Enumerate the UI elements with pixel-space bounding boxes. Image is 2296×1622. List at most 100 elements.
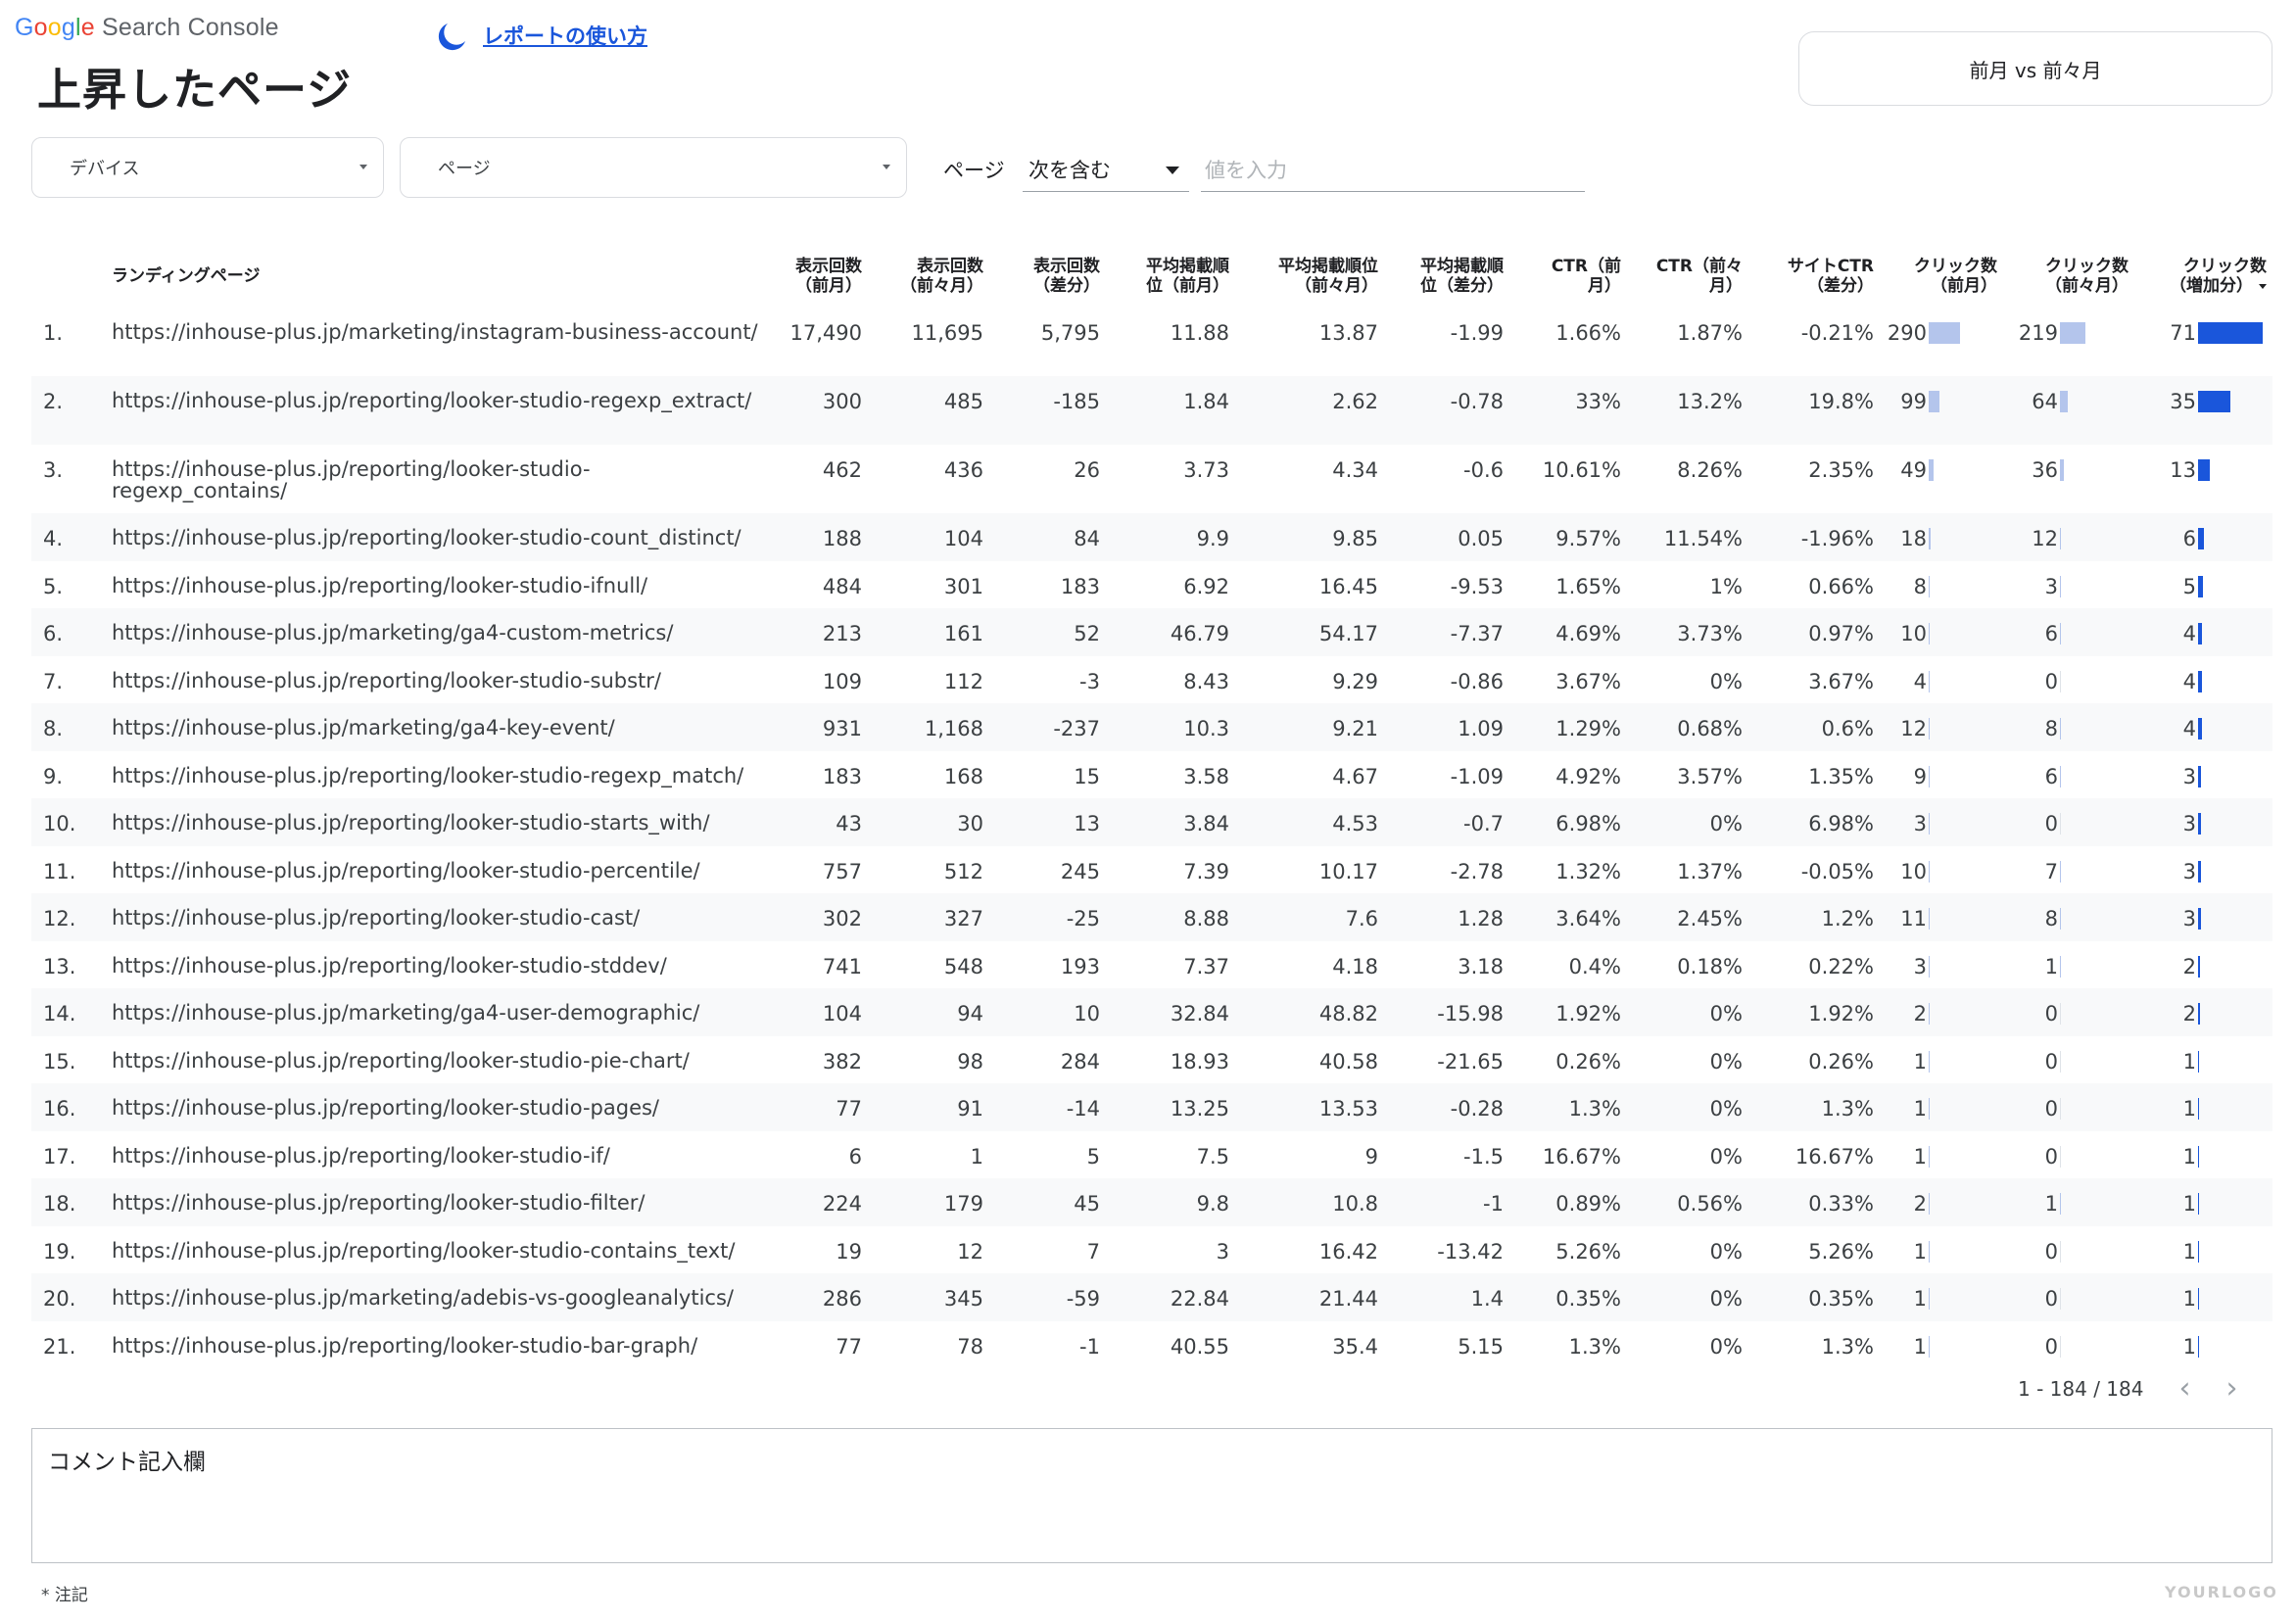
bar-cell: 0 [2009,1097,2129,1121]
table-row[interactable]: 14. https://inhouse-plus.jp/marketing/ga4… [31,988,2272,1036]
table-row[interactable]: 7. https://inhouse-plus.jp/reporting/look… [31,656,2272,704]
table-row[interactable]: 16. https://inhouse-plus.jp/reporting/loo… [31,1083,2272,1131]
table-row[interactable]: 17. https://inhouse-plus.jp/reporting/loo… [31,1131,2272,1179]
cell-imp-prev: 484 [822,574,862,598]
chevron-left-icon[interactable]: ‹ [2178,1371,2191,1406]
cell-imp-prev2: 548 [943,954,983,978]
data-bar [2198,391,2230,412]
cell-ctr-diff: -0.21% [1800,321,1874,345]
header-clk-prev[interactable]: クリック数 （前月） [1880,245,2003,308]
header-landing-page[interactable]: ランディングページ [112,266,261,286]
table-row[interactable]: 19. https://inhouse-plus.jp/reporting/loo… [31,1226,2272,1274]
cell-ctr-diff: 5.26% [1808,1239,1874,1264]
cell-imp-prev2: 11,695 [911,321,983,345]
header-imp-prev[interactable]: 表示回数 （前月） [766,245,868,308]
cell-imp-diff: 26 [1074,458,1100,482]
page-title: 上昇したページ [37,64,353,116]
cell-ctr-prev: 0.4% [1568,954,1621,978]
row-index: 20. [43,1287,76,1311]
table-row[interactable]: 15. https://inhouse-plus.jp/reporting/loo… [31,1036,2272,1084]
header-ctr-diff[interactable]: サイトCTR （差分） [1748,245,1880,308]
bar-cell: 3 [1886,812,1997,835]
header-clk-prev2[interactable]: クリック数 （前々月） [2003,245,2134,308]
cell-pos-prev: 18.93 [1170,1049,1229,1073]
cell-clk-prev: 10 [1880,608,2003,656]
header-pos-prev[interactable]: 平均掲載順 位（前月） [1106,245,1235,308]
filter-value-input[interactable] [1201,147,1585,192]
header-line: （増加分） [2170,276,2253,296]
cell-clk-prev2: 8 [2003,893,2134,941]
header-imp-prev2[interactable]: 表示回数 （前々月） [868,245,989,308]
bar-track [2198,765,2267,787]
comment-box[interactable]: コメント記入欄 [31,1428,2272,1563]
header-pos-diff[interactable]: 平均掲載順 位（差分） [1384,245,1509,308]
cell-clk-inc: 3 [2134,893,2272,941]
table-row[interactable]: 8. https://inhouse-plus.jp/marketing/ga4-… [31,703,2272,751]
report-guide-link[interactable]: レポートの使い方 [436,18,647,53]
bar-cell: 3 [1886,955,1997,978]
header-ctr-prev[interactable]: CTR（前 月） [1509,245,1627,308]
bar-cell: 13 [2140,458,2267,482]
table-row[interactable]: 9. https://inhouse-plus.jp/reporting/look… [31,751,2272,799]
bar-value: 7 [2044,859,2058,883]
row-index: 6. [43,622,64,645]
cell-imp-prev2: 327 [943,907,983,930]
landing-page-url: https://inhouse-plus.jp/reporting/looker… [112,1191,646,1215]
landing-page-url: https://inhouse-plus.jp/reporting/looker… [112,1096,660,1120]
table-row[interactable]: 18. https://inhouse-plus.jp/reporting/loo… [31,1178,2272,1226]
header-ctr-prev2[interactable]: CTR（前々 月） [1627,245,1748,308]
page-filter-dropdown[interactable]: ページ [400,137,907,198]
device-filter-dropdown[interactable]: デバイス [31,137,384,198]
bar-value: 1 [2044,954,2058,978]
bar-track [2060,575,2129,597]
landing-page-url: https://inhouse-plus.jp/reporting/looker… [112,763,744,787]
period-compare-button[interactable]: 前月 vs 前々月 [1798,31,2272,106]
bar-track [2198,1288,2267,1310]
chevron-right-icon[interactable]: › [2225,1371,2238,1406]
cell-pos-prev: 8.88 [1183,907,1229,930]
table-row[interactable]: 12. https://inhouse-plus.jp/reporting/loo… [31,893,2272,941]
bar-cell: 1 [1886,1240,1997,1264]
header-pos-prev2[interactable]: 平均掲載順位 （前々月） [1235,245,1384,308]
bar-cell: 4 [2140,622,2267,645]
cell-ctr-diff: 0.97% [1808,622,1874,645]
bar-track [2060,623,2129,644]
page-filter-label: ページ [438,159,491,179]
cell-clk-inc: 35 [2134,376,2272,445]
bar-cell: 3 [2140,907,2267,930]
bar-cell: 290 [1886,321,1997,345]
cell-clk-prev: 18 [1880,513,2003,561]
row-index: 18. [43,1192,76,1216]
cell-ctr-prev2: 1.37% [1677,859,1743,883]
table-row[interactable]: 1. https://inhouse-plus.jp/marketing/inst… [31,308,2272,376]
bar-value: 36 [2032,458,2058,482]
cell-clk-inc: 1 [2134,1226,2272,1274]
bar-cell: 1 [2140,1335,2267,1359]
cell-ctr-prev2: 0.18% [1677,954,1743,978]
header-line: 位（差分） [1420,276,1504,296]
table-row[interactable]: 3. https://inhouse-plus.jp/reporting/look… [31,445,2272,513]
cell-imp-prev2: 1 [970,1144,983,1169]
landing-page-url: https://inhouse-plus.jp/reporting/looker… [112,1238,736,1263]
header-clk-inc[interactable]: クリック数 （増加分） [2134,245,2272,308]
cell-clk-prev2: 1 [2003,1178,2134,1226]
table-row[interactable]: 20. https://inhouse-plus.jp/marketing/ade… [31,1273,2272,1321]
cell-clk-inc: 1 [2134,1178,2272,1226]
table-row[interactable]: 10. https://inhouse-plus.jp/reporting/loo… [31,798,2272,846]
cell-pos-prev2: 54.17 [1318,622,1378,645]
table-row[interactable]: 13. https://inhouse-plus.jp/reporting/loo… [31,941,2272,989]
bar-value: 13 [2170,458,2196,482]
table-row[interactable]: 4. https://inhouse-plus.jp/reporting/look… [31,513,2272,561]
header-imp-diff[interactable]: 表示回数 （差分） [989,245,1106,308]
table-row[interactable]: 2. https://inhouse-plus.jp/reporting/look… [31,376,2272,445]
condition-select[interactable]: 次を含む [1023,147,1189,192]
table-row[interactable]: 21. https://inhouse-plus.jp/reporting/loo… [31,1321,2272,1369]
table-row[interactable]: 6. https://inhouse-plus.jp/marketing/ga4-… [31,608,2272,656]
table-row[interactable]: 11. https://inhouse-plus.jp/reporting/loo… [31,846,2272,894]
cell-pos-prev2: 16.42 [1318,1239,1378,1264]
table-row[interactable]: 5. https://inhouse-plus.jp/reporting/look… [31,561,2272,609]
cell-ctr-prev2: 0% [1709,812,1743,835]
cell-clk-prev: 1 [1880,1321,2003,1369]
data-bar [2060,813,2061,835]
cell-imp-prev: 286 [822,1287,862,1311]
